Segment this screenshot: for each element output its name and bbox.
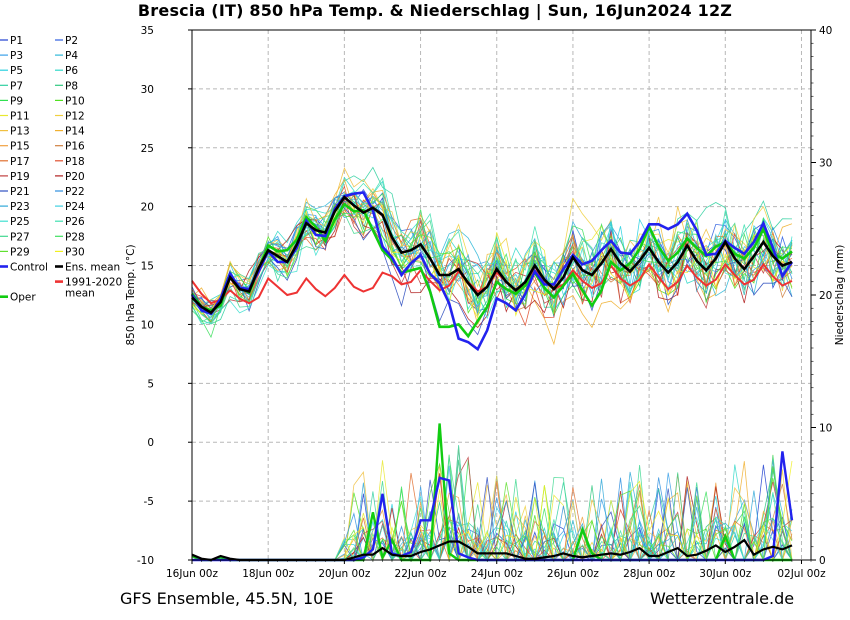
x-tick-label: 24Jun 00z <box>471 568 523 580</box>
legend-label: Ens. mean <box>65 262 120 274</box>
legend-label: P5 <box>10 65 23 77</box>
legend-label: P27 <box>10 231 30 243</box>
chart-axes: -10 -5 0 5 10 15 20 25 30 35 0 10 20 30 40 16Jun 00z 18J… <box>125 25 846 596</box>
legend-label: P11 <box>10 111 30 123</box>
legend-label: Oper <box>10 292 36 304</box>
member-temp-line <box>191 196 793 323</box>
legend-label: P23 <box>10 201 30 213</box>
member-temp-line <box>191 203 793 336</box>
legend-label: P20 <box>65 171 85 183</box>
legend-label: P2 <box>65 35 78 47</box>
oper-temp-line <box>190 202 793 339</box>
legend-label-cont: mean <box>65 288 95 300</box>
y2-axis-title: Niederschlag (mm) <box>834 245 846 346</box>
chart-title: Brescia (IT) 850 hPa Temp. & Niederschla… <box>137 1 733 20</box>
y-tick-label: 10 <box>141 319 154 331</box>
y-axis-title: 850 hPa Temp. (°C) <box>125 244 137 345</box>
y-tick-label: 0 <box>147 437 154 449</box>
legend-label: P22 <box>65 186 85 198</box>
x-tick-label: 16Jun 00z <box>166 568 218 580</box>
x-tick-label: 30Jun 00z <box>699 568 751 580</box>
legend-label: 1991-2020 <box>65 277 122 289</box>
legend-label: P7 <box>10 80 23 92</box>
y-tick-label: 20 <box>141 202 154 214</box>
y2-tick-label: 20 <box>819 290 832 302</box>
legend-label: P30 <box>65 246 85 258</box>
site-credit: Wetterzentrale.de <box>650 589 795 608</box>
legend-label: Control <box>10 262 48 274</box>
y-tick-label: 35 <box>141 25 154 37</box>
legend-label: P28 <box>65 231 85 243</box>
legend-label: P21 <box>10 186 30 198</box>
x-tick-label: 28Jun 00z <box>623 568 675 580</box>
x-tick-label: 18Jun 00z <box>242 568 294 580</box>
legend-label: P18 <box>65 156 85 168</box>
ensemble-mean-temp-line <box>191 195 793 315</box>
chart-legend: P1 P2 P3 P4 P5 P6 P7 P8 P9 P10 P11 P12 P13 P14 P15 P16 P… <box>0 35 122 304</box>
y2-tick-label: 40 <box>819 25 832 37</box>
x-tick-label: 26Jun 00z <box>547 568 599 580</box>
legend-label: P1 <box>10 35 23 47</box>
legend-label: P14 <box>65 126 85 138</box>
legend-label: P19 <box>10 171 30 183</box>
legend-label: P4 <box>65 50 78 62</box>
y-tick-label: 5 <box>147 378 154 390</box>
legend-label: P10 <box>65 95 85 107</box>
legend-label: P15 <box>10 141 30 153</box>
y-tick-label: 25 <box>141 143 154 155</box>
y-tick-label: -5 <box>144 496 154 508</box>
legend-label: P25 <box>10 216 30 228</box>
legend-label: P13 <box>10 126 30 138</box>
legend-label: P9 <box>10 95 23 107</box>
legend-label: P17 <box>10 156 30 168</box>
y2-tick-label: 10 <box>819 423 832 435</box>
x-tick-label: 20Jun 00z <box>318 568 370 580</box>
legend-label: P16 <box>65 141 85 153</box>
y2-tick-label: 0 <box>819 555 826 567</box>
legend-label: P26 <box>65 216 85 228</box>
x-tick-label: 22Jun 00z <box>395 568 447 580</box>
model-info: GFS Ensemble, 45.5N, 10E <box>120 589 334 608</box>
y2-tick-label: 30 <box>819 158 832 170</box>
y-tick-label: 15 <box>141 261 154 273</box>
legend-label: P24 <box>65 201 85 213</box>
legend-label: P29 <box>10 246 30 258</box>
legend-label: P6 <box>65 65 78 77</box>
y-tick-label: 30 <box>141 84 154 96</box>
chart-series <box>190 166 794 562</box>
legend-label: P12 <box>65 111 85 123</box>
x-tick-label: 02Jul 00z <box>777 568 826 580</box>
y-tick-label: -10 <box>137 555 154 567</box>
legend-label: P8 <box>65 80 78 92</box>
x-axis-title: Date (UTC) <box>458 584 515 596</box>
legend-label: P3 <box>10 50 23 62</box>
